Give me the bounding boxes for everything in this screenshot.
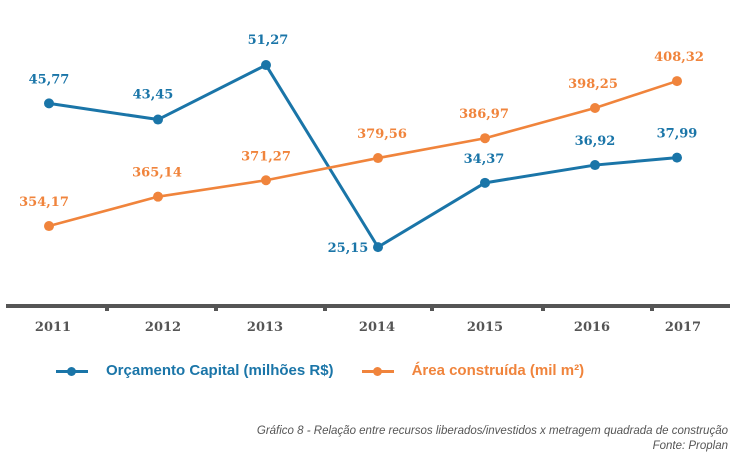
x-axis-tick: [541, 306, 545, 311]
x-axis-tick: [214, 306, 218, 311]
data-point: [590, 103, 600, 114]
caption-source: Fonte: Proplan: [652, 440, 728, 452]
data-point: [373, 242, 383, 253]
value-labels: 45,77 43,45 51,27 25,15 34,37 36,92 37,99 354,1…: [19, 33, 704, 256]
legend-item-orcamento[interactable]: Orçamento Capital (milhões R$): [56, 362, 334, 379]
data-label: 37,99: [657, 127, 698, 142]
data-label: 25,15: [328, 241, 369, 256]
legend-item-area[interactable]: Área construída (mil m²): [361, 362, 585, 379]
series-group: [44, 60, 682, 253]
data-point: [590, 160, 600, 171]
data-point: [672, 76, 682, 87]
data-point: [153, 114, 163, 125]
data-label: 371,27: [241, 149, 291, 164]
x-tick-label: 2014: [359, 320, 395, 335]
x-tick-label: 2015: [467, 320, 503, 335]
x-axis-tick: [650, 306, 654, 311]
data-label: 386,97: [459, 107, 509, 122]
data-point: [480, 177, 490, 188]
legend-line-marker-icon: [361, 364, 394, 378]
data-label: 36,92: [575, 134, 616, 149]
data-label: 34,37: [464, 152, 505, 167]
x-tick-label: 2017: [665, 320, 701, 335]
x-tick-label: 2016: [574, 320, 610, 335]
data-label: 379,56: [357, 127, 407, 142]
data-label: 408,32: [654, 50, 704, 65]
data-point: [261, 60, 271, 71]
data-label: 51,27: [248, 33, 289, 48]
figure-caption: Gráfico 8 - Relação entre recursos liber…: [257, 424, 728, 454]
data-point: [480, 133, 490, 144]
data-label: 398,25: [568, 77, 618, 92]
data-point: [672, 152, 682, 163]
data-label: 354,17: [19, 195, 69, 210]
legend-label: Orçamento Capital (milhões R$): [106, 362, 334, 379]
x-tick-label: 2011: [35, 320, 71, 335]
x-axis-tick: [105, 306, 109, 311]
x-tick-label: 2013: [247, 320, 283, 335]
legend-label: Área construída (mil m²): [411, 362, 585, 379]
x-tick-label: 2012: [145, 320, 181, 335]
legend-line-marker-icon: [56, 364, 88, 378]
data-point: [44, 98, 54, 109]
x-axis-tick: [323, 306, 327, 311]
data-label: 45,77: [29, 72, 70, 87]
series-line-area: [48, 79, 678, 228]
x-axis-tick: [430, 306, 434, 311]
data-label: 365,14: [132, 166, 182, 181]
caption-title: Gráfico 8 - Relação entre recursos liber…: [256, 425, 728, 437]
legend: Orçamento Capital (milhões R$) Área cons…: [56, 362, 612, 379]
x-axis: 2011 2012 2013 2014 2015 2016 2017: [6, 304, 730, 335]
data-point: [261, 175, 271, 186]
data-point: [44, 221, 54, 232]
data-point: [373, 153, 383, 164]
data-point: [153, 191, 163, 202]
data-label: 43,45: [133, 88, 174, 103]
